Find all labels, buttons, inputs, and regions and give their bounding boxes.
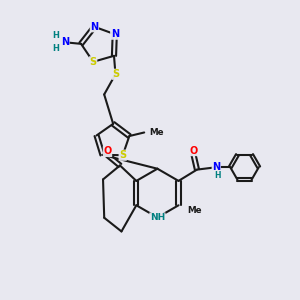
Text: N: N [61,38,69,47]
Text: O: O [189,146,197,156]
Text: S: S [112,69,119,79]
Text: N: N [111,29,119,39]
Text: H: H [52,31,59,40]
Text: S: S [119,150,126,160]
Text: Me: Me [149,128,164,137]
Text: N: N [90,22,98,32]
Text: H: H [214,171,221,180]
Text: NH: NH [150,213,165,222]
Text: H: H [52,44,59,53]
Text: N: N [212,162,220,172]
Text: O: O [103,146,112,157]
Text: S: S [90,57,97,67]
Text: Me: Me [187,206,201,215]
